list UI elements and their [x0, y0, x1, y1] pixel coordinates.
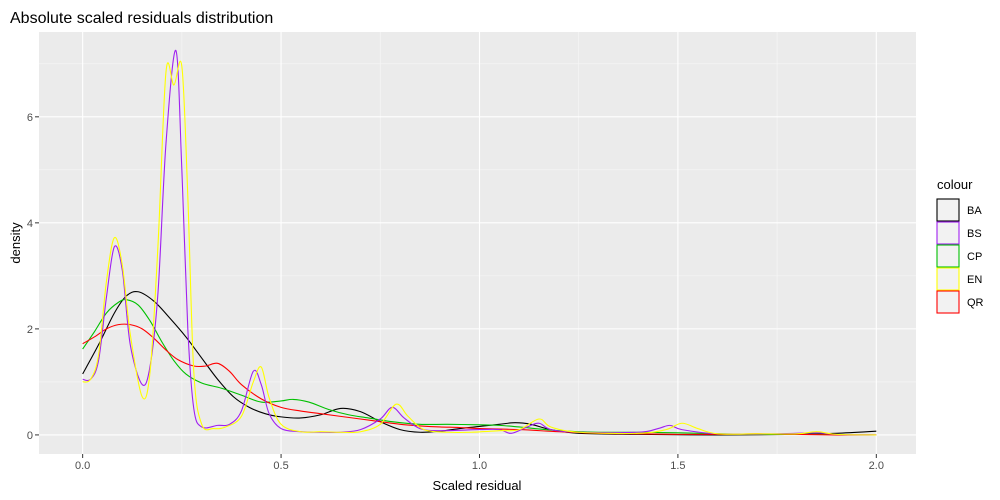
x-tick-label: 2.0: [869, 460, 884, 472]
chart-title: Absolute scaled residuals distribution: [10, 10, 273, 27]
y-tick-label: 6: [27, 112, 33, 124]
x-axis-title: Scaled residual: [433, 478, 522, 493]
y-tick-label: 0: [27, 430, 33, 442]
legend-key-cp: [936, 244, 960, 268]
legend-label-cp: CP: [967, 251, 982, 263]
legend-title: colour: [937, 177, 973, 192]
plot-panel: [39, 32, 916, 454]
legend-label-qr: QR: [967, 297, 984, 309]
x-tick-label: 1.5: [670, 460, 685, 472]
legend: colour BA BS CP EN QR: [936, 177, 984, 314]
legend-key-en: [936, 267, 960, 291]
legend-key-bs: [936, 221, 960, 245]
density-lines: [82, 49, 877, 436]
y-tick-label: 2: [27, 324, 33, 336]
legend-label-en: EN: [967, 274, 982, 286]
series-line-en: [82, 60, 877, 436]
legend-key-ba: [936, 198, 960, 222]
y-axis-title: density: [8, 222, 23, 264]
x-tick-label: 0.5: [273, 460, 288, 472]
legend-label-ba: BA: [967, 205, 982, 217]
x-tick-label: 1.0: [472, 460, 487, 472]
y-tick-label: 4: [27, 218, 33, 230]
legend-key-qr: [936, 290, 960, 314]
legend-label-bs: BS: [967, 228, 982, 240]
x-tick-label: 0.0: [75, 460, 90, 472]
axis-ticks: 0.0 0.5 1.0 1.5 2.0 0 2 4 6: [27, 112, 884, 472]
